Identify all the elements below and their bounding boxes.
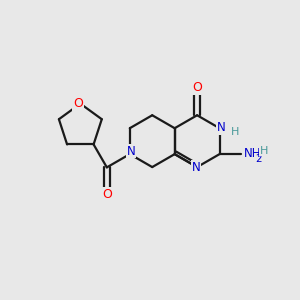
Text: H: H bbox=[231, 127, 239, 137]
Text: O: O bbox=[102, 188, 112, 201]
Text: NH: NH bbox=[244, 147, 262, 160]
Text: O: O bbox=[192, 81, 202, 94]
Text: N: N bbox=[192, 160, 201, 174]
Text: H: H bbox=[260, 146, 268, 156]
Text: O: O bbox=[73, 97, 83, 110]
Text: 2: 2 bbox=[255, 154, 262, 164]
Text: N: N bbox=[217, 121, 225, 134]
Text: N: N bbox=[127, 145, 136, 158]
